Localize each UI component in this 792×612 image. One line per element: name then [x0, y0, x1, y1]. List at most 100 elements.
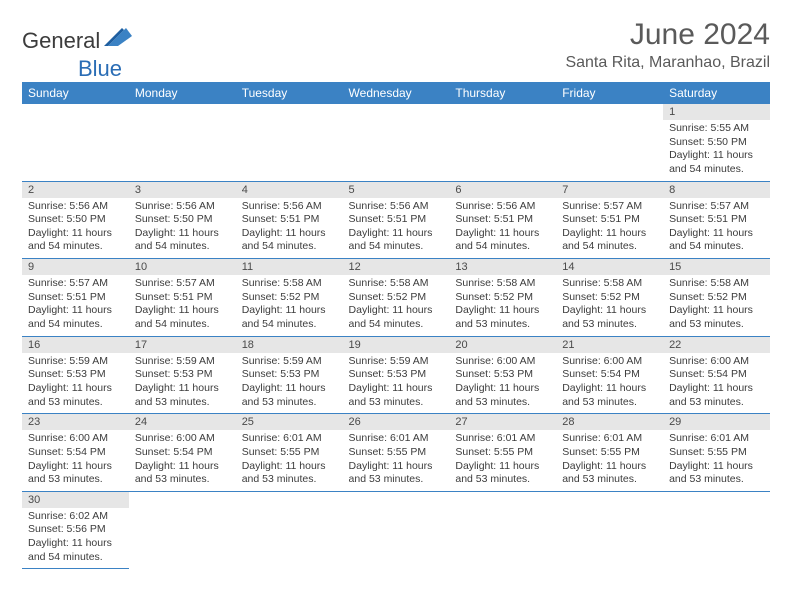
- calendar-row: 1Sunrise: 5:55 AMSunset: 5:50 PMDaylight…: [22, 104, 770, 181]
- calendar-table: SundayMondayTuesdayWednesdayThursdayFrid…: [22, 82, 770, 569]
- calendar-cell: 16Sunrise: 5:59 AMSunset: 5:53 PMDayligh…: [22, 336, 129, 414]
- day-number: 20: [449, 337, 556, 353]
- day-content: Sunrise: 5:57 AMSunset: 5:51 PMDaylight:…: [556, 198, 663, 259]
- calendar-cell: 3Sunrise: 5:56 AMSunset: 5:50 PMDaylight…: [129, 181, 236, 259]
- calendar-cell: [129, 491, 236, 569]
- day-number: 9: [22, 259, 129, 275]
- brand-blue: Blue: [78, 56, 122, 82]
- day-content: Sunrise: 6:01 AMSunset: 5:55 PMDaylight:…: [236, 430, 343, 491]
- day-number: 2: [22, 182, 129, 198]
- day-number: 19: [343, 337, 450, 353]
- day-number: 28: [556, 414, 663, 430]
- brand-logo: General: [22, 28, 138, 54]
- day-number: 15: [663, 259, 770, 275]
- calendar-cell: 27Sunrise: 6:01 AMSunset: 5:55 PMDayligh…: [449, 414, 556, 492]
- calendar-cell: 6Sunrise: 5:56 AMSunset: 5:51 PMDaylight…: [449, 181, 556, 259]
- day-number: 27: [449, 414, 556, 430]
- day-number: 29: [663, 414, 770, 430]
- day-content: Sunrise: 6:00 AMSunset: 5:54 PMDaylight:…: [22, 430, 129, 491]
- day-content: Sunrise: 5:57 AMSunset: 5:51 PMDaylight:…: [22, 275, 129, 336]
- day-number: 11: [236, 259, 343, 275]
- calendar-cell: [236, 104, 343, 181]
- calendar-cell: 12Sunrise: 5:58 AMSunset: 5:52 PMDayligh…: [343, 259, 450, 337]
- day-content: Sunrise: 5:58 AMSunset: 5:52 PMDaylight:…: [343, 275, 450, 336]
- day-content: Sunrise: 5:59 AMSunset: 5:53 PMDaylight:…: [343, 353, 450, 414]
- day-content: Sunrise: 5:55 AMSunset: 5:50 PMDaylight:…: [663, 120, 770, 181]
- day-content: Sunrise: 5:56 AMSunset: 5:51 PMDaylight:…: [449, 198, 556, 259]
- day-number: 4: [236, 182, 343, 198]
- day-number: 8: [663, 182, 770, 198]
- calendar-row: 9Sunrise: 5:57 AMSunset: 5:51 PMDaylight…: [22, 259, 770, 337]
- title-block: June 2024 Santa Rita, Maranhao, Brazil: [565, 18, 770, 72]
- day-content: Sunrise: 5:56 AMSunset: 5:50 PMDaylight:…: [22, 198, 129, 259]
- calendar-row: 2Sunrise: 5:56 AMSunset: 5:50 PMDaylight…: [22, 181, 770, 259]
- day-content: Sunrise: 6:02 AMSunset: 5:56 PMDaylight:…: [22, 508, 129, 569]
- day-of-week-row: SundayMondayTuesdayWednesdayThursdayFrid…: [22, 82, 770, 104]
- calendar-cell: 14Sunrise: 5:58 AMSunset: 5:52 PMDayligh…: [556, 259, 663, 337]
- day-number: 25: [236, 414, 343, 430]
- day-content: Sunrise: 6:01 AMSunset: 5:55 PMDaylight:…: [556, 430, 663, 491]
- calendar-cell: [129, 104, 236, 181]
- day-number: 10: [129, 259, 236, 275]
- day-content: Sunrise: 6:00 AMSunset: 5:54 PMDaylight:…: [663, 353, 770, 414]
- day-number: 17: [129, 337, 236, 353]
- calendar-cell: [343, 491, 450, 569]
- day-header: Wednesday: [343, 82, 450, 104]
- calendar-cell: 7Sunrise: 5:57 AMSunset: 5:51 PMDaylight…: [556, 181, 663, 259]
- day-header: Tuesday: [236, 82, 343, 104]
- day-content: Sunrise: 5:58 AMSunset: 5:52 PMDaylight:…: [556, 275, 663, 336]
- calendar-cell: 29Sunrise: 6:01 AMSunset: 5:55 PMDayligh…: [663, 414, 770, 492]
- day-number: 13: [449, 259, 556, 275]
- calendar-row: 16Sunrise: 5:59 AMSunset: 5:53 PMDayligh…: [22, 336, 770, 414]
- day-content: Sunrise: 6:00 AMSunset: 5:54 PMDaylight:…: [556, 353, 663, 414]
- day-content: Sunrise: 5:59 AMSunset: 5:53 PMDaylight:…: [236, 353, 343, 414]
- calendar-body: 1Sunrise: 5:55 AMSunset: 5:50 PMDaylight…: [22, 104, 770, 569]
- day-content: Sunrise: 6:01 AMSunset: 5:55 PMDaylight:…: [449, 430, 556, 491]
- day-number: 24: [129, 414, 236, 430]
- calendar-cell: 28Sunrise: 6:01 AMSunset: 5:55 PMDayligh…: [556, 414, 663, 492]
- calendar-cell: 18Sunrise: 5:59 AMSunset: 5:53 PMDayligh…: [236, 336, 343, 414]
- flag-icon: [104, 26, 136, 50]
- calendar-cell: 24Sunrise: 6:00 AMSunset: 5:54 PMDayligh…: [129, 414, 236, 492]
- calendar-cell: 15Sunrise: 5:58 AMSunset: 5:52 PMDayligh…: [663, 259, 770, 337]
- day-content: Sunrise: 6:01 AMSunset: 5:55 PMDaylight:…: [343, 430, 450, 491]
- day-content: Sunrise: 5:57 AMSunset: 5:51 PMDaylight:…: [129, 275, 236, 336]
- calendar-row: 30Sunrise: 6:02 AMSunset: 5:56 PMDayligh…: [22, 491, 770, 569]
- day-content: Sunrise: 5:58 AMSunset: 5:52 PMDaylight:…: [449, 275, 556, 336]
- day-number: 5: [343, 182, 450, 198]
- calendar-cell: 8Sunrise: 5:57 AMSunset: 5:51 PMDaylight…: [663, 181, 770, 259]
- calendar-cell: 20Sunrise: 6:00 AMSunset: 5:53 PMDayligh…: [449, 336, 556, 414]
- calendar-cell: 10Sunrise: 5:57 AMSunset: 5:51 PMDayligh…: [129, 259, 236, 337]
- calendar-cell: 25Sunrise: 6:01 AMSunset: 5:55 PMDayligh…: [236, 414, 343, 492]
- calendar-cell: [343, 104, 450, 181]
- calendar-cell: [556, 104, 663, 181]
- calendar-cell: 13Sunrise: 5:58 AMSunset: 5:52 PMDayligh…: [449, 259, 556, 337]
- day-content: Sunrise: 6:00 AMSunset: 5:53 PMDaylight:…: [449, 353, 556, 414]
- calendar-cell: 17Sunrise: 5:59 AMSunset: 5:53 PMDayligh…: [129, 336, 236, 414]
- month-title: June 2024: [565, 18, 770, 52]
- header: General June 2024 Santa Rita, Maranhao, …: [22, 18, 770, 72]
- day-number: 16: [22, 337, 129, 353]
- day-number: 12: [343, 259, 450, 275]
- day-header: Saturday: [663, 82, 770, 104]
- day-content: Sunrise: 5:56 AMSunset: 5:51 PMDaylight:…: [343, 198, 450, 259]
- day-header: Monday: [129, 82, 236, 104]
- day-content: Sunrise: 5:57 AMSunset: 5:51 PMDaylight:…: [663, 198, 770, 259]
- day-header: Friday: [556, 82, 663, 104]
- day-content: Sunrise: 5:56 AMSunset: 5:51 PMDaylight:…: [236, 198, 343, 259]
- calendar-cell: [22, 104, 129, 181]
- calendar-cell: 22Sunrise: 6:00 AMSunset: 5:54 PMDayligh…: [663, 336, 770, 414]
- day-content: Sunrise: 5:59 AMSunset: 5:53 PMDaylight:…: [129, 353, 236, 414]
- calendar-cell: 4Sunrise: 5:56 AMSunset: 5:51 PMDaylight…: [236, 181, 343, 259]
- day-header: Sunday: [22, 82, 129, 104]
- day-number: 30: [22, 492, 129, 508]
- calendar-cell: 26Sunrise: 6:01 AMSunset: 5:55 PMDayligh…: [343, 414, 450, 492]
- day-content: Sunrise: 5:59 AMSunset: 5:53 PMDaylight:…: [22, 353, 129, 414]
- brand-general: General: [22, 28, 100, 54]
- calendar-cell: 19Sunrise: 5:59 AMSunset: 5:53 PMDayligh…: [343, 336, 450, 414]
- calendar-cell: [556, 491, 663, 569]
- day-number: 22: [663, 337, 770, 353]
- calendar-cell: [236, 491, 343, 569]
- location-text: Santa Rita, Maranhao, Brazil: [565, 54, 770, 72]
- calendar-cell: 11Sunrise: 5:58 AMSunset: 5:52 PMDayligh…: [236, 259, 343, 337]
